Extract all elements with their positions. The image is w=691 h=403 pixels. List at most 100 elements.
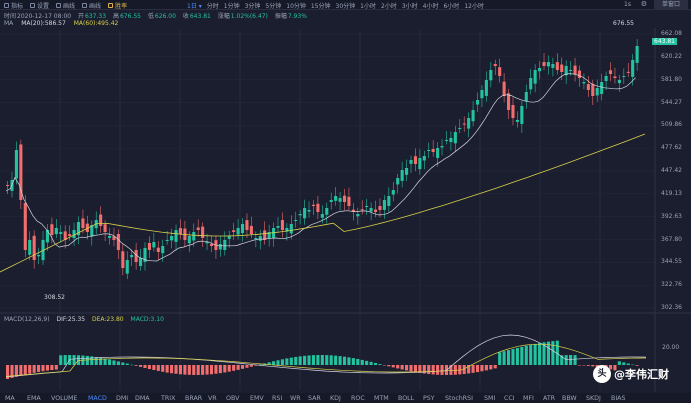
- period-6[interactable]: 15分钟: [310, 3, 331, 10]
- candle-body: [178, 228, 183, 234]
- period-12[interactable]: 6小时: [443, 3, 460, 10]
- period-8[interactable]: 1小时: [360, 3, 376, 10]
- macd-bar: [427, 365, 431, 375]
- ma-label[interactable]: MA: [4, 20, 14, 27]
- dif-line: [5, 334, 647, 378]
- tab-atr[interactable]: ATR: [543, 394, 556, 402]
- candle-body: [227, 236, 231, 239]
- toolbar-item-draw-2[interactable]: 画线: [82, 1, 101, 10]
- period-0[interactable]: 1日 ▾: [187, 3, 202, 10]
- tab-wr[interactable]: WR: [290, 394, 301, 402]
- period-4[interactable]: 5分钟: [265, 3, 282, 10]
- tab-sar[interactable]: SAR: [308, 394, 321, 402]
- candle-body: [240, 224, 245, 234]
- macd-bar: [258, 364, 262, 365]
- macd-bar: [125, 363, 129, 365]
- tab-boll[interactable]: BOLL: [398, 394, 415, 402]
- gear-icon: [30, 3, 36, 8]
- gear-icon[interactable]: ⚙: [640, 0, 647, 8]
- macd-bar: [418, 365, 422, 373]
- macd-bar: [471, 365, 475, 373]
- tab-roc[interactable]: ROC: [351, 394, 365, 402]
- tab-dma[interactable]: DMA: [135, 394, 150, 402]
- tab-skdj[interactable]: SKDJ: [586, 394, 601, 402]
- candle-body: [356, 214, 360, 217]
- macd-bar: [542, 342, 546, 365]
- tab-vr[interactable]: VR: [208, 394, 217, 402]
- tab-cci[interactable]: CCI: [504, 394, 515, 402]
- macd-bar: [196, 365, 200, 375]
- macd-bar: [608, 365, 613, 370]
- macd-bar: [586, 365, 590, 366]
- tab-rsi[interactable]: RSI: [272, 394, 283, 402]
- candle-body: [258, 236, 262, 241]
- candle-body: [555, 62, 559, 70]
- macd-bar: [223, 365, 227, 373]
- toolbar-actions: 指标 设置 画线 画线 胜率: [4, 1, 127, 10]
- period-11[interactable]: 4小时: [422, 3, 439, 10]
- macd-legend: MACD(12,26,9) DIF:25.35 DEA:23.80 MACD:3…: [4, 316, 169, 323]
- tab-smi[interactable]: SMI: [484, 394, 496, 402]
- tab-ema[interactable]: EMA: [27, 394, 41, 402]
- toolbar-item-draw[interactable]: 画线: [56, 1, 75, 10]
- tab-mfi[interactable]: MFI: [523, 394, 534, 402]
- candle-body: [307, 210, 311, 212]
- window-dropdown[interactable]: 单窗口: [654, 0, 688, 9]
- macd-bar: [156, 365, 160, 371]
- tab-stochrsi[interactable]: StochRSI: [445, 394, 474, 402]
- macd-bar: [245, 365, 249, 368]
- macd-bar: [551, 341, 555, 365]
- tab-volume[interactable]: VOLUME: [51, 394, 78, 402]
- toolbar-item-settings[interactable]: 设置: [30, 1, 49, 10]
- ma20-line: [5, 73, 636, 262]
- candle-body: [205, 242, 209, 244]
- tab-macd[interactable]: MACD: [88, 394, 107, 402]
- candle-body: [546, 62, 550, 67]
- interval-label[interactable]: 1s: [624, 1, 631, 8]
- macd-bar: [72, 355, 76, 365]
- toolbar-item-winrate[interactable]: 胜率: [108, 1, 127, 10]
- macd-label[interactable]: MACD(12,26,9): [4, 316, 50, 323]
- period-9[interactable]: 2小时: [381, 3, 397, 10]
- y-axis-label: 509.86: [661, 121, 682, 129]
- tab-bias[interactable]: BIAS: [611, 394, 626, 402]
- y-axis-label: 322.76: [661, 281, 682, 289]
- macd-bar: [103, 358, 107, 365]
- macd-value: MACD:3.10: [130, 316, 164, 323]
- tab-emv[interactable]: EMV: [250, 394, 264, 402]
- tab-mtm[interactable]: MTM: [374, 394, 389, 402]
- macd-bar: [573, 355, 577, 365]
- top-toolbar: 指标 设置 画线 画线 胜率 1日 ▾ 分时 1分钟 3分钟 5分钟 10分钟 15分钟 30…: [0, 0, 691, 10]
- macd-bar: [37, 365, 41, 372]
- macd-bar: [59, 355, 63, 365]
- period-3[interactable]: 3分钟: [244, 3, 261, 10]
- period-10[interactable]: 3小时: [401, 3, 418, 10]
- macd-bar: [254, 365, 258, 366]
- tab-trix[interactable]: TRIX: [161, 394, 176, 402]
- candle-body: [413, 156, 417, 164]
- period-13[interactable]: 12小时: [464, 3, 484, 10]
- tab-bbw[interactable]: BBW: [562, 394, 577, 402]
- indicator-icon: [4, 3, 9, 8]
- tab-obv[interactable]: OBV: [226, 394, 240, 402]
- period-5[interactable]: 10分钟: [286, 3, 306, 10]
- candle-body: [209, 243, 214, 246]
- macd-bar: [289, 357, 293, 365]
- tab-dmi[interactable]: DMI: [116, 394, 129, 402]
- period-2[interactable]: 1分钟: [223, 3, 240, 10]
- candle-body: [325, 208, 329, 215]
- ma60-line: [0, 133, 646, 273]
- tab-ma[interactable]: MA: [5, 394, 15, 402]
- ma-legend: MA MA(20):586.57 MA(60):495.42: [4, 20, 124, 27]
- tab-kdj[interactable]: KDJ: [330, 394, 341, 402]
- toolbar-item-indicator[interactable]: 指标: [4, 1, 23, 10]
- open-value: 637.33: [85, 13, 107, 20]
- period-7[interactable]: 30分钟: [335, 3, 356, 10]
- tab-brar[interactable]: BRAR: [185, 394, 203, 402]
- macd-bar: [201, 365, 205, 375]
- period-1[interactable]: 分时: [206, 3, 219, 10]
- tab-psy[interactable]: PSY: [423, 394, 435, 402]
- macd-bar: [76, 355, 81, 365]
- macd-bar: [351, 358, 355, 365]
